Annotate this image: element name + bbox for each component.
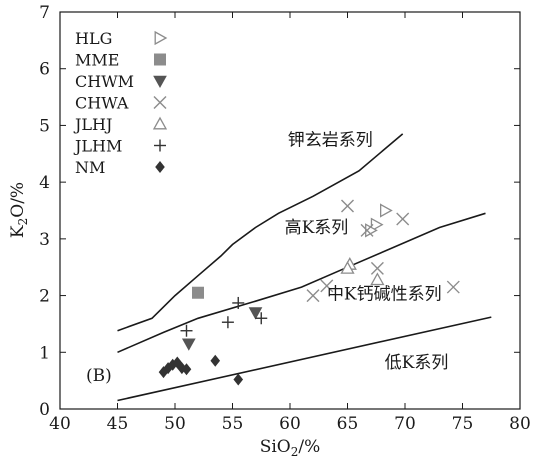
point-jlhm bbox=[255, 312, 268, 325]
point-jlhj bbox=[340, 261, 355, 274]
point-hlg bbox=[365, 223, 378, 238]
legend-marker-mme bbox=[154, 53, 166, 66]
x-tick-label: 80 bbox=[509, 414, 531, 434]
y-tick-label: 2 bbox=[39, 287, 50, 307]
legend-label-chwm: CHWM bbox=[75, 72, 134, 91]
point-nm bbox=[233, 373, 244, 386]
legend: HLG MME CHWM CHWA JLHJ JLHM NM bbox=[73, 29, 168, 177]
point-jlhj bbox=[370, 272, 385, 286]
data-points bbox=[158, 199, 460, 386]
region-label-3: 低K系列 bbox=[385, 353, 449, 373]
x-tick-label: 75 bbox=[452, 414, 474, 434]
legend-marker-nm bbox=[155, 161, 165, 173]
legend-label-jlhm: JLHM bbox=[73, 137, 122, 156]
legend-marker-chwm bbox=[153, 75, 167, 89]
point-chwm bbox=[181, 338, 196, 351]
point-jlhm bbox=[232, 296, 245, 309]
point-nm bbox=[181, 363, 192, 376]
y-tick-label: 1 bbox=[39, 343, 50, 363]
point-chwa bbox=[320, 279, 334, 293]
boundary-line-lower bbox=[117, 316, 492, 402]
x-tick-label: 55 bbox=[222, 414, 244, 434]
series-boundary-lines bbox=[117, 133, 492, 402]
point-chwm bbox=[248, 307, 263, 320]
x-tick-label: 50 bbox=[164, 414, 186, 434]
legend-label-hlg: HLG bbox=[75, 29, 112, 48]
point-chwa bbox=[360, 223, 374, 237]
legend-label-nm: NM bbox=[75, 158, 105, 177]
x-tick-label: 60 bbox=[279, 414, 301, 434]
legend-label-chwa: CHWA bbox=[75, 94, 129, 113]
region-label-0: 钾玄岩系列 bbox=[288, 130, 373, 150]
point-nm bbox=[172, 356, 183, 369]
y-tick-label: 3 bbox=[39, 230, 50, 250]
point-hlg bbox=[370, 217, 384, 232]
boundary-line-middle bbox=[117, 212, 486, 354]
x-tick-label: 65 bbox=[337, 414, 359, 434]
point-hlg bbox=[379, 203, 393, 218]
legend-marker-jlhm bbox=[154, 139, 166, 152]
point-nm bbox=[177, 362, 187, 375]
point-nm bbox=[167, 358, 178, 371]
legend-marker-jlhj bbox=[152, 116, 168, 130]
y-tick-label: 4 bbox=[39, 173, 50, 193]
y-tick-label: 5 bbox=[39, 116, 50, 136]
y-axis-title: K2O/% bbox=[8, 182, 30, 238]
x-tick-label: 45 bbox=[107, 414, 129, 434]
point-chwa bbox=[396, 212, 410, 226]
panel-label: (B) bbox=[86, 366, 112, 386]
x-axis-title: SiO2/% bbox=[260, 437, 321, 459]
axis-ticks bbox=[59, 11, 521, 410]
point-chwa bbox=[370, 261, 384, 275]
x-tick-label: 70 bbox=[394, 414, 416, 434]
point-jlhm bbox=[180, 324, 193, 337]
y-tick-label: 0 bbox=[39, 400, 50, 420]
boundary-line-upper bbox=[117, 133, 404, 332]
point-jlhm bbox=[221, 316, 234, 329]
legend-label-jlhj: JLHJ bbox=[73, 115, 112, 134]
y-tick-label: 6 bbox=[39, 60, 50, 80]
legend-marker-chwa bbox=[153, 96, 167, 109]
point-nm bbox=[210, 354, 221, 367]
point-chwa bbox=[306, 289, 320, 303]
region-label-2: 中K钙碱性系列 bbox=[327, 285, 442, 305]
legend-marker-hlg bbox=[154, 30, 168, 46]
legend-label-mme: MME bbox=[75, 51, 119, 70]
point-mme bbox=[192, 286, 204, 299]
region-label-1: 高K系列 bbox=[285, 218, 349, 238]
x-tick-label: 40 bbox=[49, 414, 71, 434]
point-chwa bbox=[446, 280, 460, 294]
point-chwa bbox=[341, 199, 354, 213]
y-tick-label: 7 bbox=[39, 3, 50, 23]
